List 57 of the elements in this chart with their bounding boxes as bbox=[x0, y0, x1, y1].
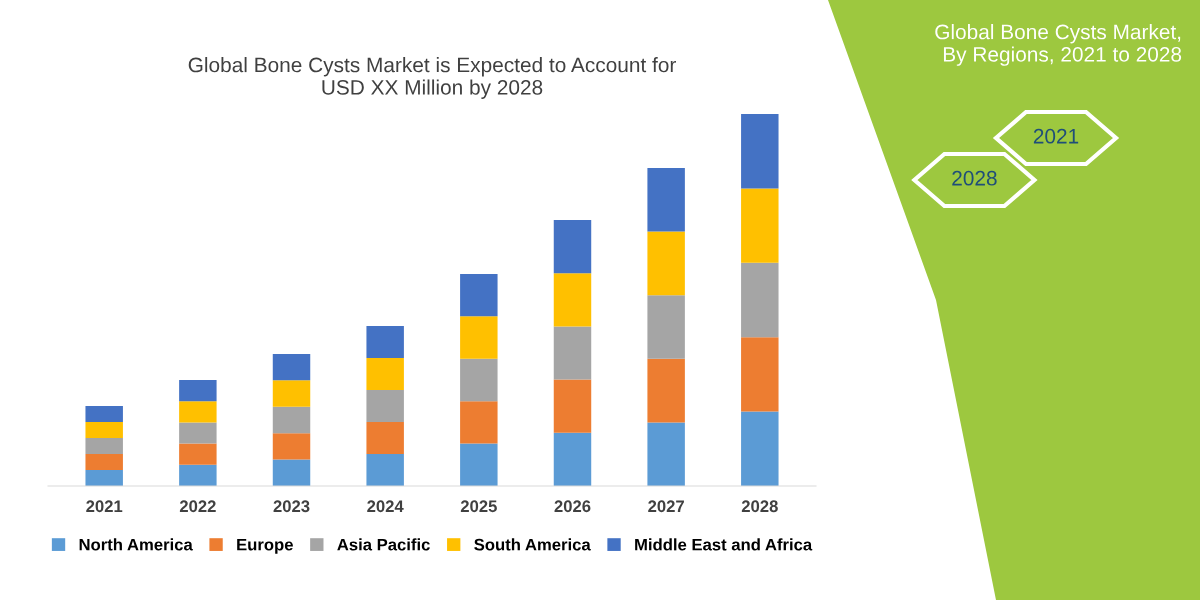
bar bbox=[647, 422, 685, 486]
bar bbox=[460, 358, 498, 402]
bar bbox=[179, 443, 217, 465]
bar bbox=[272, 433, 311, 460]
x-tick-label: 2021 bbox=[86, 500, 123, 513]
bar bbox=[553, 432, 592, 486]
bar bbox=[85, 422, 123, 439]
bar bbox=[366, 326, 404, 359]
bar bbox=[366, 358, 404, 391]
bar bbox=[366, 390, 404, 423]
bar bbox=[272, 380, 311, 407]
legend-label: South America bbox=[474, 538, 591, 551]
bar bbox=[85, 454, 123, 470]
x-tick-label: 2025 bbox=[460, 500, 497, 513]
bar bbox=[553, 220, 592, 274]
legend-label: Asia Pacific bbox=[337, 538, 430, 551]
bar bbox=[647, 167, 685, 232]
bar bbox=[741, 188, 779, 263]
text: Global Bone Cysts Market, By Regions, 2021 to 2028 bbox=[935, 24, 1182, 66]
bar bbox=[272, 353, 311, 381]
x-tick-label: 2022 bbox=[179, 500, 216, 513]
bar bbox=[460, 316, 498, 359]
bar bbox=[179, 464, 217, 486]
bar bbox=[741, 114, 779, 189]
bar bbox=[460, 443, 498, 486]
bar bbox=[647, 295, 685, 359]
x-tick-label: 2027 bbox=[648, 500, 684, 513]
bar bbox=[179, 422, 217, 444]
x-tick-label: 2023 bbox=[273, 500, 310, 513]
bar bbox=[179, 401, 217, 423]
bar bbox=[553, 326, 592, 380]
bar bbox=[647, 358, 685, 423]
bar bbox=[553, 273, 592, 327]
bar bbox=[460, 401, 498, 444]
bar bbox=[85, 406, 123, 423]
legend-label: Middle East and Africa bbox=[635, 538, 813, 551]
bar bbox=[85, 470, 123, 486]
bar bbox=[741, 337, 779, 412]
text: 2028 bbox=[952, 170, 997, 186]
legend-label: Europe bbox=[237, 538, 293, 554]
bar bbox=[741, 411, 779, 486]
bar bbox=[272, 459, 311, 486]
bar bbox=[741, 262, 779, 338]
bar bbox=[366, 422, 404, 455]
bar bbox=[460, 273, 498, 317]
x-tick-label: 2028 bbox=[741, 500, 778, 513]
bar bbox=[647, 231, 685, 296]
bar bbox=[553, 379, 592, 433]
bar bbox=[179, 379, 217, 402]
bar bbox=[272, 406, 311, 434]
bar bbox=[366, 454, 404, 486]
chart-title: Global Bone Cysts Market is Expected to Account for USD XX Million by 2028 bbox=[188, 57, 676, 99]
text: 2021 bbox=[1033, 128, 1079, 144]
bar bbox=[85, 438, 123, 455]
x-tick-label: 2026 bbox=[554, 500, 591, 513]
x-tick-label: 2024 bbox=[367, 500, 404, 513]
legend-label: North America bbox=[79, 538, 193, 551]
